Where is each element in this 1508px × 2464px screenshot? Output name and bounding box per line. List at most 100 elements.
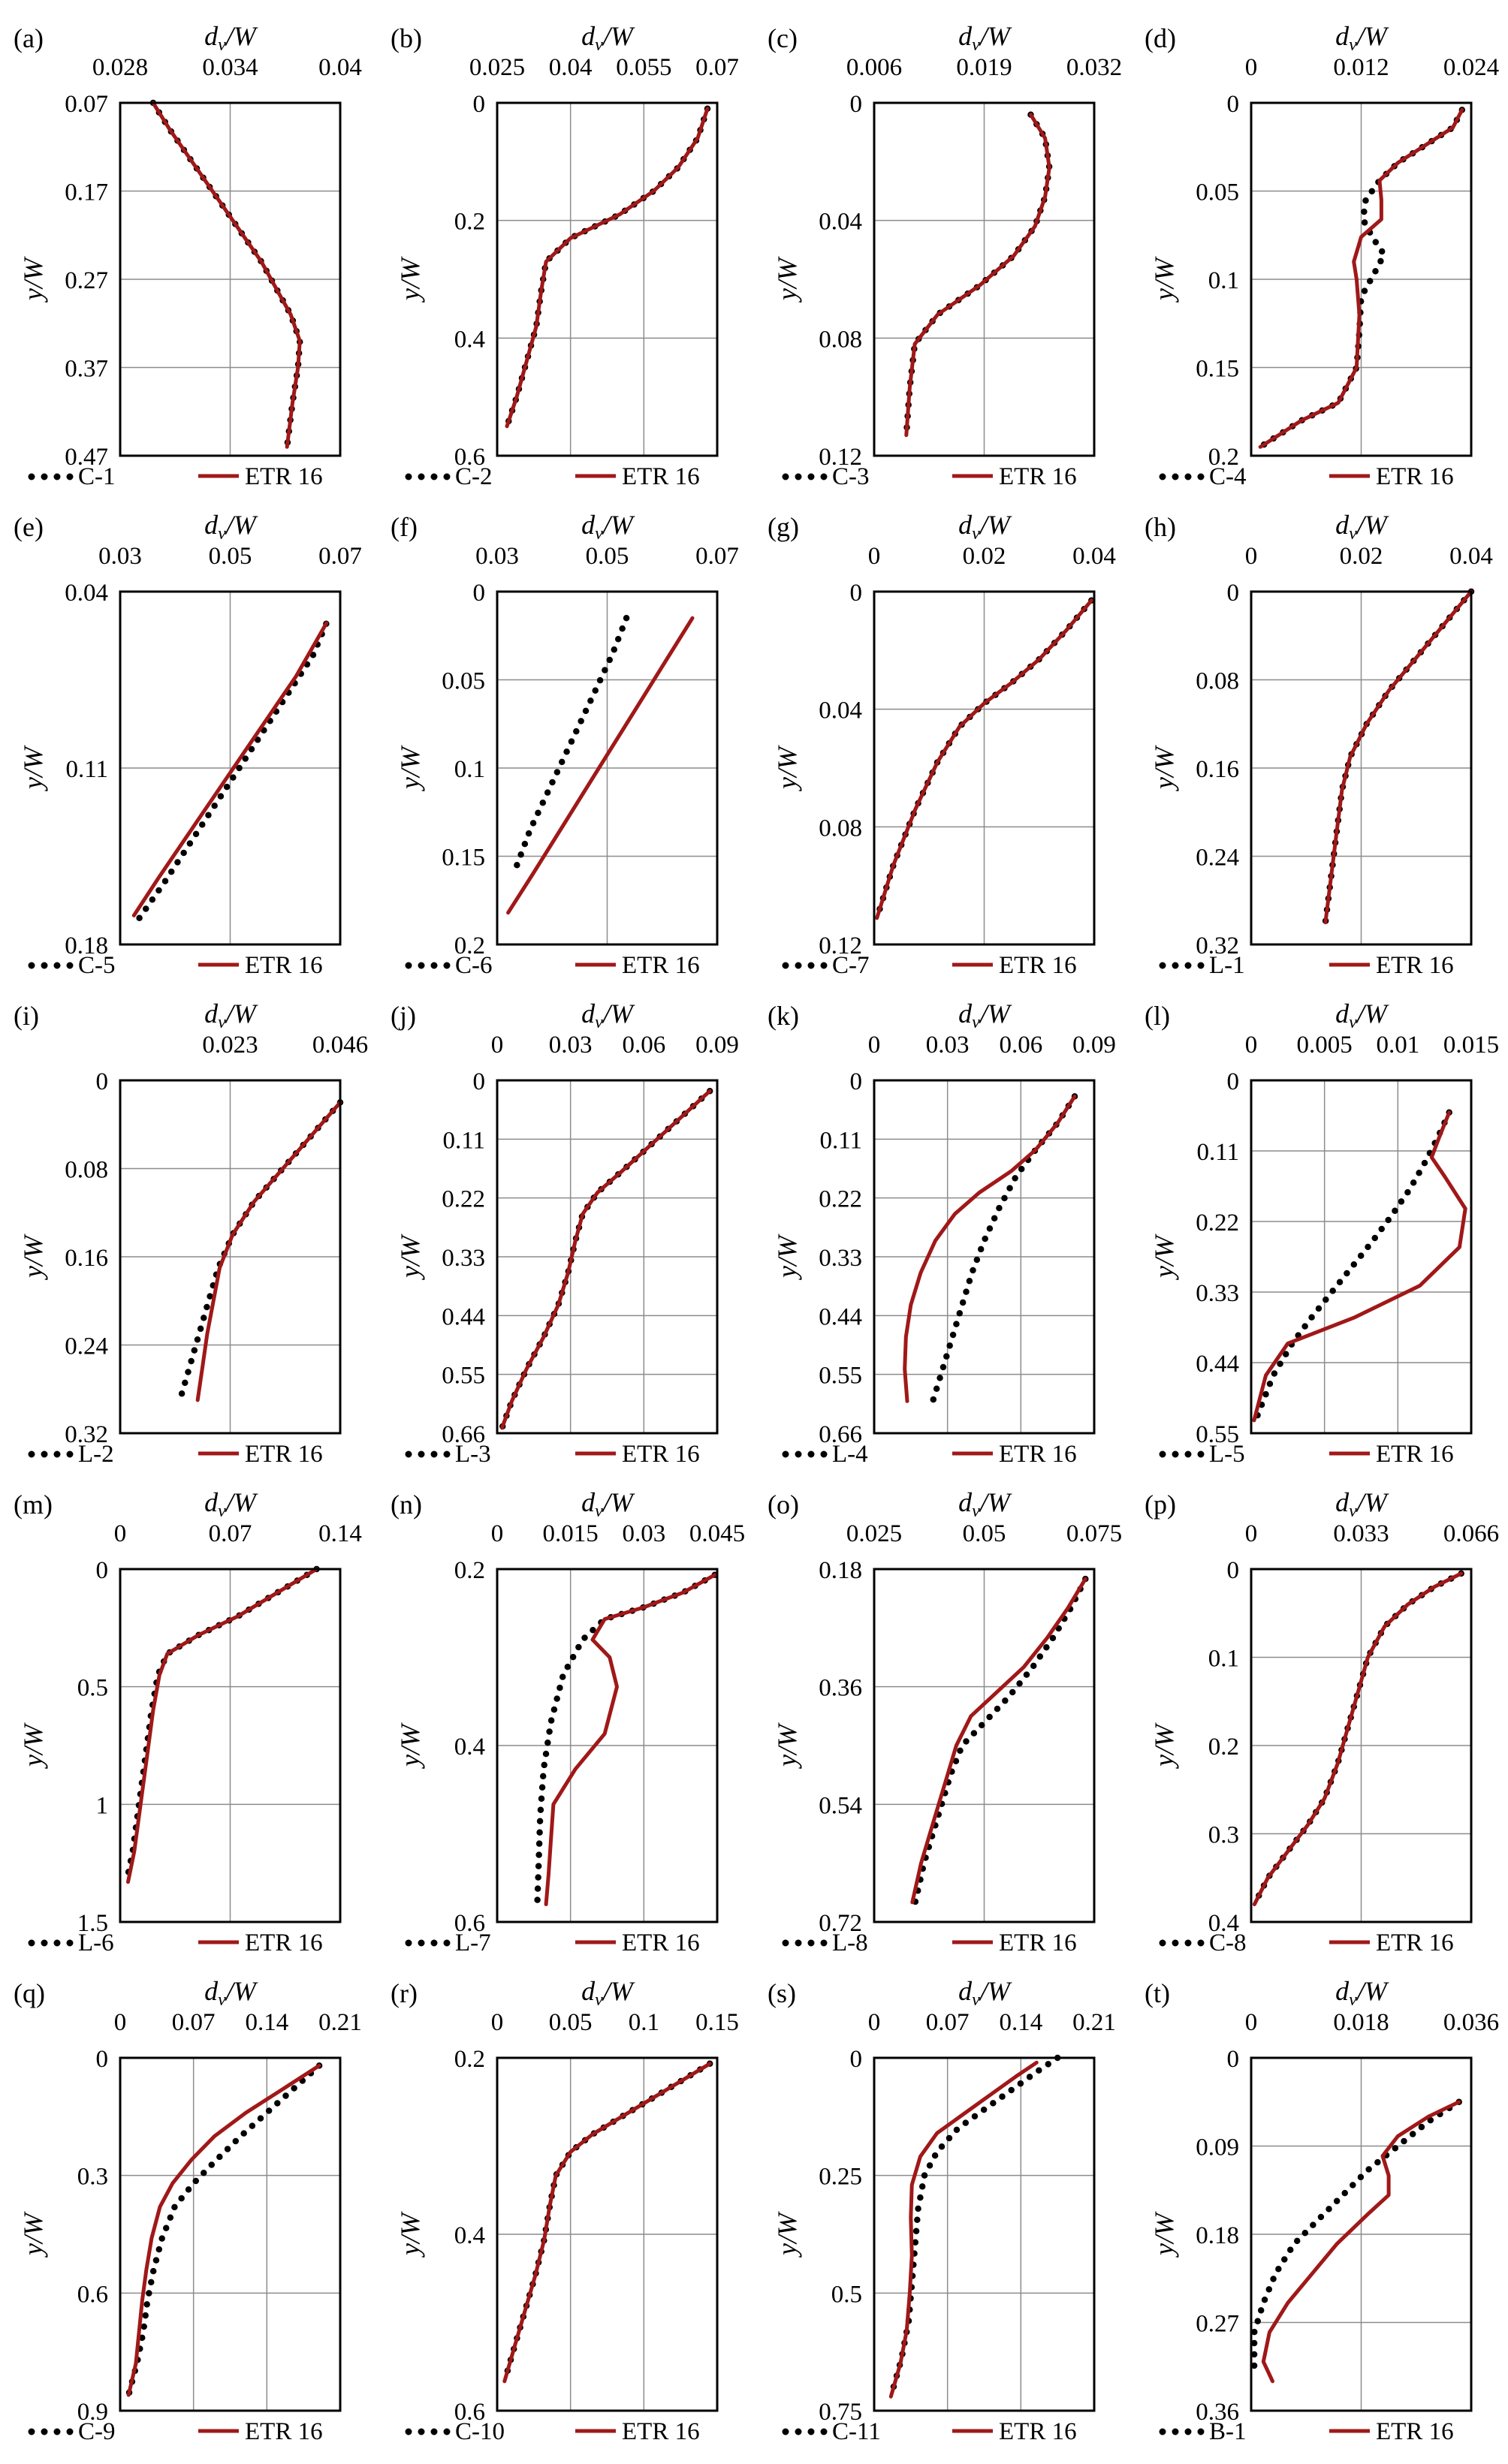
x-tick-label: 0.09 bbox=[1072, 1032, 1116, 1059]
y-tick-label: 0.05 bbox=[442, 668, 485, 695]
x-tick-label: 0.012 bbox=[1333, 54, 1389, 81]
x-tick-label: 0.05 bbox=[963, 1520, 1006, 1547]
y-tick-label: 0.24 bbox=[1196, 845, 1239, 872]
y-tick-label: 0.2 bbox=[454, 2046, 485, 2073]
y-tick-label: 0.11 bbox=[819, 1127, 862, 1154]
x-tick-label: 0.07 bbox=[926, 2009, 970, 2036]
y-tick-label: 0.55 bbox=[819, 1363, 862, 1390]
panel-h: (h) dv/W 0 0.02 0.04 0 0.08 0.16 0.24 0.32 y/W L-1 E… bbox=[1145, 510, 1493, 979]
legend-case-label: L-8 bbox=[832, 1929, 868, 1956]
series-line-L-1 bbox=[1322, 588, 1475, 926]
y-tick-label: 0 bbox=[1227, 91, 1240, 118]
y-tick-label: 0.27 bbox=[1196, 2311, 1239, 2338]
y-tick-label: 0.55 bbox=[442, 1363, 485, 1390]
panel-s: (s) dv/W 0 0.07 0.14 0.21 0 0.25 0.5 0.75 y/W C-11 E… bbox=[768, 1976, 1116, 2445]
y-tick-label: 0.33 bbox=[442, 1245, 485, 1272]
x-tick-label: 0.006 bbox=[846, 54, 902, 81]
series-line-etr bbox=[126, 1567, 319, 1884]
panel-label: (g) bbox=[768, 512, 799, 542]
y-tick-label: 0.04 bbox=[819, 697, 862, 724]
x-tick-label: 0.07 bbox=[172, 2009, 216, 2036]
y-tick-label: 0.2 bbox=[1208, 1734, 1239, 1761]
series-line-C-2 bbox=[503, 105, 711, 430]
y-tick-label: 0.16 bbox=[65, 1245, 108, 1272]
y-tick-label: 0.17 bbox=[65, 179, 108, 206]
y-tick-label: 0 bbox=[96, 1557, 109, 1584]
x-tick-label: 0.06 bbox=[999, 1032, 1042, 1059]
x-tick-label: 0.01 bbox=[1376, 1032, 1419, 1059]
y-tick-label: 0.33 bbox=[819, 1245, 862, 1272]
panel-label: (t) bbox=[1145, 1978, 1170, 2008]
legend-model-label: ETR 16 bbox=[999, 1929, 1077, 1956]
panel-n: (n) dv/W 0 0.015 0.03 0.045 0.2 0.4 0.6 y/W L-7 ETR… bbox=[391, 1487, 745, 1956]
x-tick-label: 0.21 bbox=[1072, 2009, 1116, 2036]
series-line-C-10 bbox=[501, 2060, 713, 2385]
legend-model-label: ETR 16 bbox=[1376, 463, 1454, 490]
x-tick-label: 0 bbox=[491, 1032, 504, 1059]
plot-frame bbox=[873, 1568, 1096, 1923]
y-tick-label: 1 bbox=[96, 1792, 109, 1819]
panel-label: (r) bbox=[391, 1978, 418, 2008]
series-line-etr bbox=[151, 101, 302, 449]
legend-model-label: ETR 16 bbox=[622, 952, 700, 979]
y-tick-label: 0.66 bbox=[442, 1421, 485, 1448]
series-line-etr bbox=[506, 616, 695, 915]
series-line-etr bbox=[505, 107, 710, 429]
panel-label: (e) bbox=[14, 512, 44, 542]
x-axis-title: dv/W bbox=[581, 21, 635, 55]
y-tick-label: 0 bbox=[850, 2046, 863, 2073]
panel-label: (b) bbox=[391, 23, 422, 53]
y-tick-label: 0.6 bbox=[454, 1910, 485, 1937]
y-tick-label: 0.2 bbox=[1208, 444, 1239, 471]
series-line-etr bbox=[1261, 2100, 1461, 2384]
y-axis-title: y/W bbox=[395, 256, 425, 303]
series-line-etr bbox=[544, 1573, 717, 1906]
x-tick-label: 0 bbox=[1245, 54, 1258, 81]
legend-case-label: L-1 bbox=[1209, 952, 1245, 979]
y-tick-label: 0.2 bbox=[454, 932, 485, 959]
y-axis-title: y/W bbox=[18, 1234, 48, 1280]
y-tick-label: 0.44 bbox=[442, 1303, 485, 1330]
series-line-etr bbox=[1252, 1571, 1464, 1906]
y-tick-label: 0.18 bbox=[819, 1557, 862, 1584]
panel-l: (l) dv/W 0 0.005 0.01 0.015 0 0.11 0.22 0.33 0.44 0… bbox=[1145, 999, 1499, 1468]
series-line-L-6 bbox=[123, 1565, 320, 1885]
y-tick-label: 0.36 bbox=[1196, 2399, 1239, 2426]
panel-label: (p) bbox=[1145, 1490, 1176, 1520]
legend-model-label: ETR 16 bbox=[999, 2418, 1077, 2445]
y-axis-title: y/W bbox=[1149, 1722, 1179, 1769]
panel-o: (o) dv/W 0.025 0.05 0.075 0.18 0.36 0.54 0.72 y/W… bbox=[768, 1487, 1122, 1956]
plot-frame bbox=[496, 101, 719, 457]
y-tick-label: 0.3 bbox=[77, 2164, 108, 2191]
x-tick-label: 0.21 bbox=[318, 2009, 362, 2036]
y-axis-title: y/W bbox=[18, 745, 48, 791]
y-axis-title: y/W bbox=[772, 256, 802, 303]
y-tick-label: 0.66 bbox=[819, 1421, 862, 1448]
panel-label: (h) bbox=[1145, 512, 1176, 542]
x-tick-label: 0.025 bbox=[469, 54, 525, 81]
y-axis-title: y/W bbox=[772, 2211, 802, 2258]
y-tick-label: 0.11 bbox=[65, 756, 108, 783]
plot-frame bbox=[496, 1079, 719, 1435]
y-tick-label: 0.09 bbox=[1196, 2134, 1239, 2161]
panel-label: (l) bbox=[1145, 1001, 1170, 1031]
y-axis-title: y/W bbox=[772, 745, 802, 791]
y-tick-label: 0.04 bbox=[819, 209, 862, 236]
series-line-etr bbox=[888, 2060, 1039, 2399]
x-tick-label: 0.019 bbox=[956, 54, 1012, 81]
y-tick-label: 0 bbox=[850, 580, 863, 607]
series-line-etr bbox=[903, 1094, 1077, 1403]
panel-t: (t) dv/W 0 0.018 0.036 0 0.09 0.18 0.27 0.36 y/W B-… bbox=[1145, 1976, 1499, 2445]
panel-a: (a) dv/W 0.028 0.034 0.04 0.07 0.17 0.27 0.37 0.4… bbox=[14, 21, 362, 490]
panel-label: (n) bbox=[391, 1490, 422, 1520]
y-tick-label: 0 bbox=[473, 1068, 486, 1095]
y-axis-title: y/W bbox=[772, 1722, 802, 1769]
x-tick-label: 0.024 bbox=[1443, 54, 1499, 81]
y-tick-label: 0.12 bbox=[819, 444, 862, 471]
x-tick-label: 0 bbox=[114, 2009, 127, 2036]
x-axis-title: dv/W bbox=[1335, 510, 1389, 544]
y-tick-label: 1.5 bbox=[77, 1910, 108, 1937]
series-line-etr bbox=[500, 1089, 712, 1430]
legend-case-label: L-2 bbox=[78, 1441, 114, 1468]
